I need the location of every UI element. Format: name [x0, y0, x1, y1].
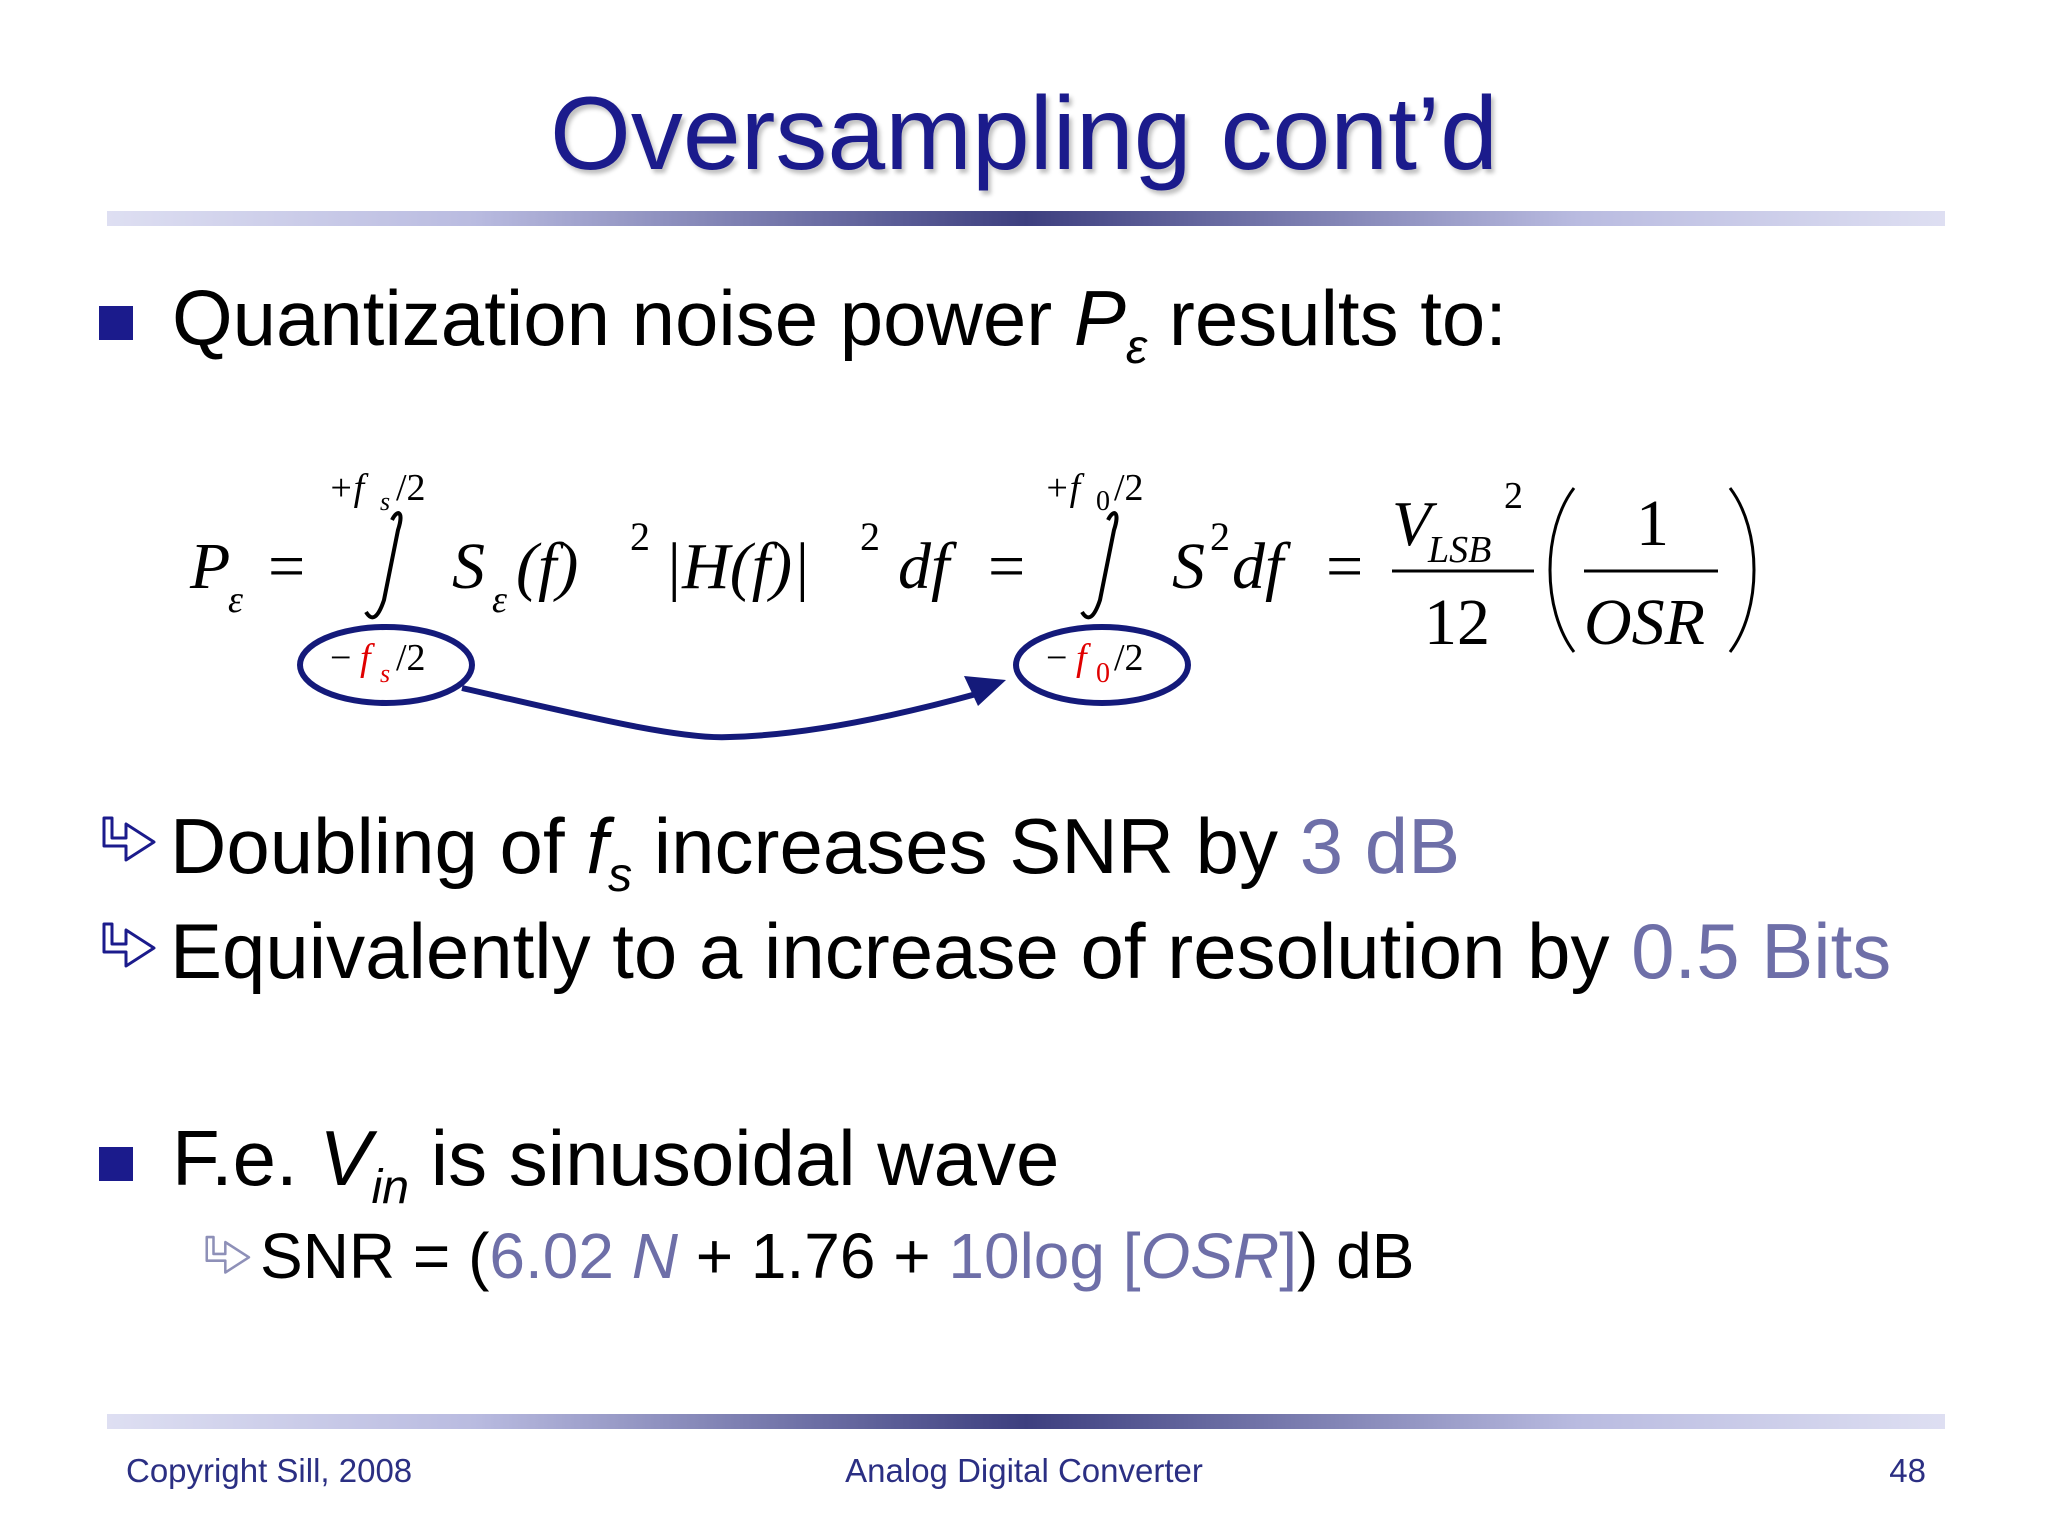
symbol-v: V: [319, 1114, 372, 1202]
integral-sign-2: [1080, 511, 1119, 620]
integrand2-s: S: [1172, 530, 1205, 603]
subbullet-text: Doubling of: [170, 802, 587, 890]
footer-divider: [107, 1414, 1945, 1429]
frac-num-sub: LSB: [1427, 529, 1491, 571]
snr-unit: ) dB: [1297, 1220, 1415, 1292]
subbullet-text: Equivalently to a increase of resolution…: [170, 907, 1632, 995]
int2-upper: +f: [1044, 467, 1085, 509]
paren-right: [1728, 487, 1756, 653]
frac-num-v: V: [1392, 488, 1438, 559]
int1-lower-sub: s: [380, 659, 390, 688]
int1-upper-sub: s: [380, 487, 390, 516]
integrand1-s: S: [452, 530, 485, 603]
ellipse-highlight-fs: [297, 624, 475, 706]
slide-number: 48: [1889, 1452, 1926, 1489]
symbol-subscript: s: [607, 848, 633, 903]
frac-den: 12: [1424, 586, 1490, 659]
symbol-subscript: ε: [1125, 320, 1148, 375]
hollow-arrow-icon: [102, 922, 156, 968]
bullet-text-tail: is sinusoidal wave: [409, 1114, 1060, 1202]
snr-log-term: 10log [: [948, 1220, 1141, 1292]
integrand1-rest: (f): [516, 530, 578, 603]
int1-upper: +f: [328, 467, 369, 509]
integrand1-s-sub: ε: [492, 579, 507, 621]
int2-upper-tail: /2: [1114, 467, 1144, 509]
int1-upper-tail: /2: [396, 467, 426, 509]
int2-lower-sign: −: [1046, 637, 1067, 679]
footer-title: Analog Digital Converter: [845, 1452, 1203, 1489]
int1-lower-tail: /2: [396, 637, 426, 679]
int2-lower-tail: /2: [1114, 637, 1144, 679]
integrand1-h-exp: 2: [860, 514, 880, 559]
paren-den: OSR: [1584, 586, 1705, 659]
curved-arrow-shaft: [461, 685, 981, 741]
int2-upper-sub: 0: [1096, 486, 1110, 517]
int1-lower-sign: −: [330, 637, 351, 679]
hollow-arrow-icon: [205, 1235, 251, 1274]
integrand1-df: df: [898, 530, 957, 603]
value-3db: 3 dB: [1299, 802, 1461, 890]
snr-constant: + 1.76 +: [677, 1220, 949, 1292]
symbol-p: P: [1073, 274, 1126, 362]
frac-num-exp: 2: [1504, 475, 1523, 517]
snr-bracket: ]: [1279, 1220, 1297, 1292]
integrand2-df: df: [1232, 530, 1291, 603]
snr-osr: OSR: [1140, 1220, 1280, 1292]
snr-coefficient: 6.02: [489, 1220, 632, 1292]
paren-left: [1548, 487, 1576, 653]
paren-num: 1: [1636, 487, 1669, 560]
subbullet-doubling-fs: Doubling of fs increases SNR by 3 dB: [170, 800, 1461, 902]
bullet-text: Quantization noise power: [172, 274, 1074, 362]
integrand1-exp: 2: [630, 514, 650, 559]
slide-title: Oversampling cont’d: [550, 76, 1498, 192]
value-0-5-bits: 0.5 Bits: [1631, 907, 1892, 995]
bullet-square-icon: [99, 1147, 133, 1181]
integrand2-exp: 2: [1210, 514, 1230, 559]
subbullet-resolution-increase: Equivalently to a increase of resolution…: [170, 905, 1891, 999]
symbol-f: f: [586, 802, 608, 890]
eq-equals-3: =: [1326, 530, 1363, 603]
bullet-text: F.e.: [172, 1114, 320, 1202]
symbol-subscript: in: [371, 1160, 410, 1215]
snr-text: SNR = (: [260, 1220, 490, 1292]
int2-lower-sub: 0: [1096, 658, 1110, 689]
subbullet-text-middle: increases SNR by: [632, 802, 1300, 890]
hollow-arrow-icon: [102, 816, 156, 862]
snr-formula-line: SNR = (6.02 N + 1.76 + 10log [OSR]) dB: [260, 1218, 1414, 1295]
snr-n: N: [631, 1220, 678, 1292]
integrand1-h: |H(f)|: [664, 530, 810, 603]
title-divider: [107, 211, 1945, 226]
bullet-square-icon: [99, 306, 133, 340]
int2-lower: f: [1076, 637, 1091, 679]
bullet-quantization-noise: Quantization noise power Pε results to:: [172, 272, 1507, 374]
ellipse-highlight-f0: [1013, 624, 1191, 706]
int1-lower: f: [360, 637, 375, 679]
eq-lhs: P: [189, 530, 230, 603]
footer-copyright: Copyright Sill, 2008: [126, 1452, 413, 1489]
eq-lhs-sub: ε: [228, 579, 243, 621]
eq-equals-2: =: [988, 530, 1025, 603]
integral-sign-1: [364, 511, 403, 620]
bullet-text-tail: results to:: [1147, 274, 1507, 362]
curved-arrow-head-icon: [964, 676, 1006, 706]
bullet-vin-sinusoidal: F.e. Vin is sinusoidal wave: [172, 1112, 1060, 1214]
eq-equals-1: =: [268, 530, 305, 603]
